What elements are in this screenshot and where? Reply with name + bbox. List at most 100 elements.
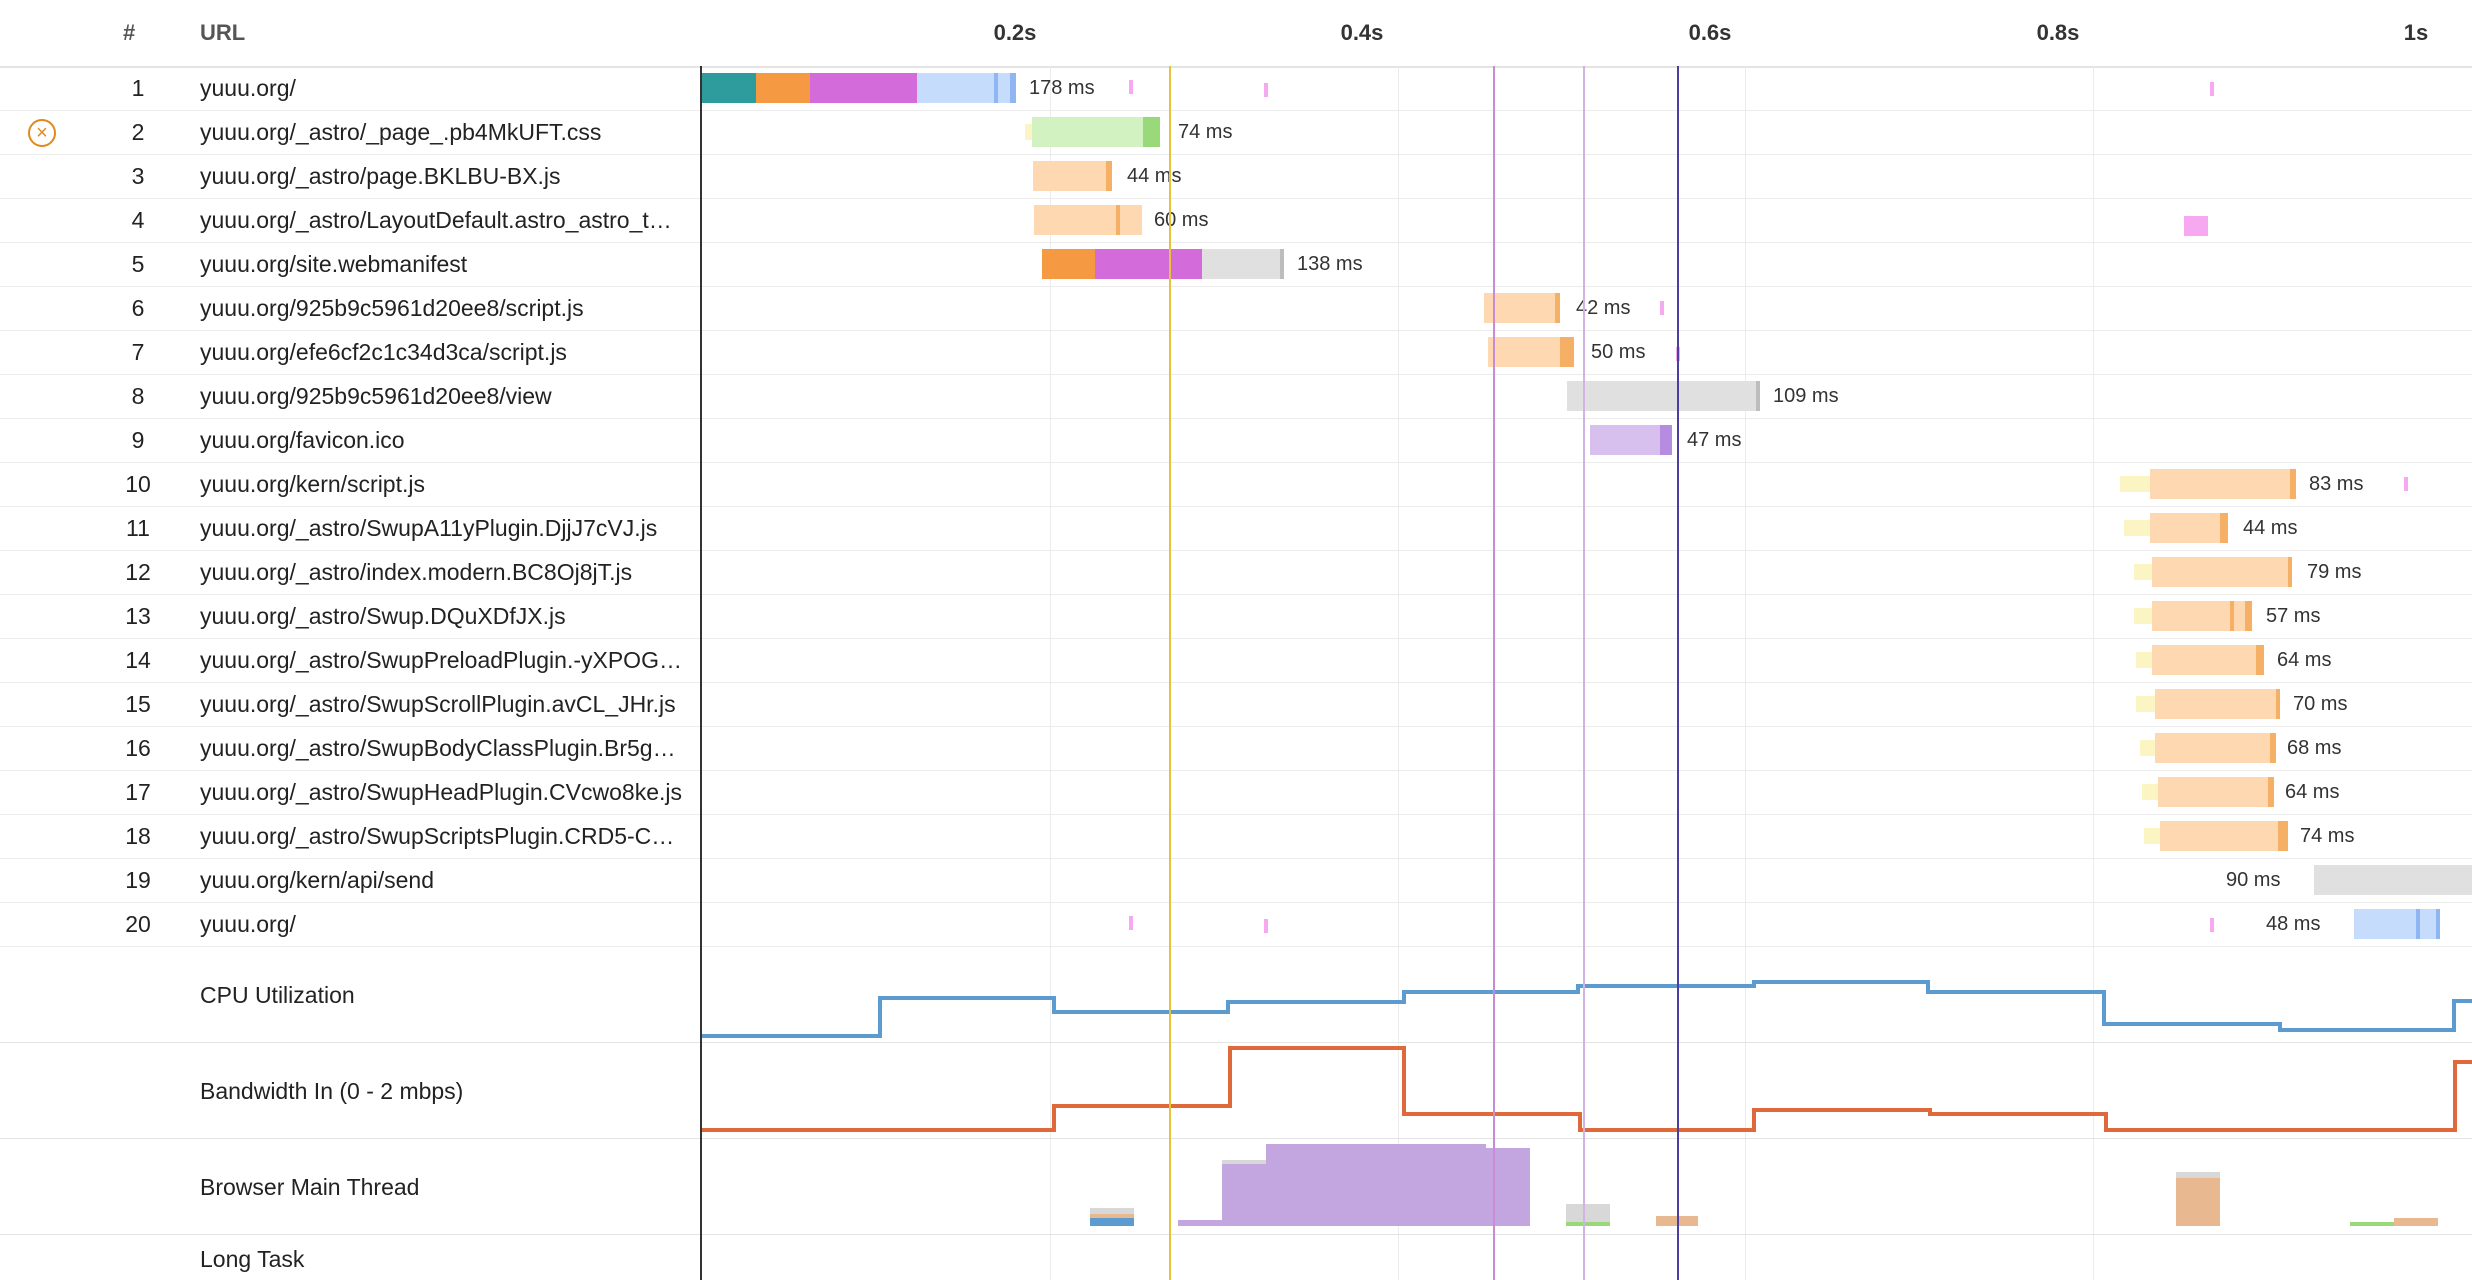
- request-url[interactable]: yuuu.org/_astro/page.BKLBU-BX.js: [200, 163, 561, 189]
- timing-segment: [994, 73, 998, 103]
- onload-line: [1677, 66, 1679, 1280]
- timing-segment: [1756, 381, 1760, 411]
- request-url[interactable]: yuuu.org/_astro/SwupA11yPlugin.DjjJ7cVJ.…: [200, 515, 658, 541]
- request-row[interactable]: 3 yuuu.org/_astro/page.BKLBU-BX.js 44 ms: [0, 154, 2472, 199]
- timeline-tick: 1s: [2403, 20, 2429, 45]
- request-row[interactable]: 14 yuuu.org/_astro/SwupPreloadPlugin.-yXP…: [0, 638, 2472, 683]
- request-url[interactable]: yuuu.org/_astro/SwupScrollPlugin.avCL_JH…: [200, 691, 676, 717]
- timing-segment: [2256, 645, 2264, 675]
- gridline: [2093, 66, 2094, 1280]
- request-duration: 50 ms: [1591, 341, 1646, 363]
- timing-segment: [2152, 645, 2256, 675]
- gridline: [1745, 66, 1746, 1280]
- request-duration: 44 ms: [1127, 165, 1182, 187]
- main-thread-layout: [1090, 1218, 1134, 1226]
- request-url[interactable]: yuuu.org/_astro/SwupHeadPlugin.CVcwo8ke.…: [200, 779, 682, 805]
- request-url[interactable]: yuuu.org/_astro/_page_.pb4MkUFT.css: [200, 119, 602, 145]
- request-url[interactable]: yuuu.org/favicon.ico: [200, 427, 405, 453]
- paint-marker: [2210, 918, 2214, 932]
- request-number: 20: [125, 911, 151, 937]
- timing-segment: [2288, 557, 2292, 587]
- timing-segment: [702, 73, 756, 103]
- request-row[interactable]: 17 yuuu.org/_astro/SwupHeadPlugin.CVcwo8k…: [0, 770, 2472, 815]
- metric-row: Bandwidth In (0 - 2 mbps): [0, 1042, 2472, 1139]
- waterfall-header: # URL 0.2s 0.4s 0.6s 0.8s 1s: [0, 0, 2472, 68]
- timing-segment: [2120, 476, 2150, 492]
- request-url[interactable]: yuuu.org/kern/script.js: [200, 471, 425, 497]
- request-number: 16: [125, 735, 151, 761]
- request-row[interactable]: 8 yuuu.org/925b9c5961d20ee8/view 109 ms: [0, 374, 2472, 419]
- timing-segment: [1143, 117, 1160, 147]
- request-row[interactable]: 1 yuuu.org/178 ms: [0, 66, 2472, 111]
- timing-segment: [2314, 865, 2472, 895]
- request-url[interactable]: yuuu.org/: [200, 911, 296, 937]
- request-row[interactable]: 6 yuuu.org/925b9c5961d20ee8/script.js 42 m…: [0, 286, 2472, 331]
- timing-segment: [810, 73, 917, 103]
- request-url[interactable]: yuuu.org/efe6cf2c1c34d3ca/script.js: [200, 339, 567, 365]
- timing-segment: [1116, 205, 1120, 235]
- timing-segment: [2354, 909, 2440, 939]
- request-url[interactable]: yuuu.org/_astro/index.modern.BC8Oj8jT.js: [200, 559, 633, 585]
- metrics-chart: [700, 980, 2472, 1226]
- timing-segment: [2136, 652, 2152, 668]
- timing-segment: [1590, 425, 1660, 455]
- timing-segment: [1560, 337, 1574, 367]
- request-duration: 79 ms: [2307, 561, 2362, 583]
- timing-segment: [1032, 117, 1143, 147]
- request-row[interactable]: 10 yuuu.org/kern/script.js 83 ms: [0, 462, 2472, 507]
- timeline-tick: 0.4s: [1340, 20, 1384, 45]
- timing-segment: [2144, 828, 2160, 844]
- request-url[interactable]: yuuu.org/_astro/Swup.DQuXDfJX.js: [200, 603, 566, 629]
- request-row[interactable]: 5 yuuu.org/site.webmanifest 138 ms: [0, 242, 2472, 287]
- request-url[interactable]: yuuu.org/_astro/LayoutDefault.astro_astr…: [200, 207, 672, 233]
- column-divider: [700, 66, 702, 1280]
- request-duration: 57 ms: [2266, 605, 2321, 627]
- gridline: [1398, 66, 1399, 1280]
- request-duration: 68 ms: [2287, 737, 2342, 759]
- request-duration: 90 ms: [2226, 869, 2281, 891]
- request-row[interactable]: 13 yuuu.org/_astro/Swup.DQuXDfJX.js 57 ms: [0, 594, 2472, 639]
- request-url[interactable]: yuuu.org/_astro/SwupScriptsPlugin.CRD5-C…: [200, 823, 675, 849]
- request-row[interactable]: 20 yuuu.org/48 ms: [0, 902, 2472, 947]
- request-url[interactable]: yuuu.org/: [200, 75, 296, 101]
- request-number: 9: [131, 427, 145, 453]
- cpu-utilization-line: [700, 980, 2472, 1038]
- request-row[interactable]: 11 yuuu.org/_astro/SwupA11yPlugin.DjjJ7cV…: [0, 506, 2472, 551]
- request-row[interactable]: 4 yuuu.org/_astro/LayoutDefault.astro_ast…: [0, 198, 2472, 243]
- timing-segment: [2124, 520, 2150, 536]
- timing-segment: [2136, 696, 2155, 712]
- request-url[interactable]: yuuu.org/site.webmanifest: [200, 251, 468, 277]
- request-url[interactable]: yuuu.org/925b9c5961d20ee8/script.js: [200, 295, 584, 321]
- request-row[interactable]: 18 yuuu.org/_astro/SwupScriptsPlugin.CRD5…: [0, 814, 2472, 859]
- request-duration: 83 ms: [2309, 473, 2364, 495]
- request-row[interactable]: × 2 yuuu.org/_astro/_page_.pb4MkUFT.css 74 …: [0, 110, 2472, 155]
- column-url-header: URL: [200, 20, 246, 45]
- timing-segment: [2150, 513, 2220, 543]
- request-duration: 64 ms: [2277, 649, 2332, 671]
- timing-segment: [2134, 608, 2152, 624]
- request-duration: 109 ms: [1773, 385, 1839, 407]
- request-row[interactable]: 9 yuuu.org/favicon.ico 47 ms: [0, 418, 2472, 463]
- request-url[interactable]: yuuu.org/925b9c5961d20ee8/view: [200, 383, 552, 409]
- request-row[interactable]: 16 yuuu.org/_astro/SwupBodyClassPlugin.Br…: [0, 726, 2472, 771]
- gridline: [1050, 66, 1051, 1280]
- request-url[interactable]: yuuu.org/_astro/SwupBodyClassPlugin.Br5g…: [200, 735, 676, 761]
- request-row[interactable]: 19 yuuu.org/kern/api/send 90 ms: [0, 858, 2472, 903]
- timing-segment: [1555, 293, 1560, 323]
- request-duration: 48 ms: [2266, 913, 2321, 935]
- request-row[interactable]: 7 yuuu.org/efe6cf2c1c34d3ca/script.js 50 m…: [0, 330, 2472, 375]
- request-url[interactable]: yuuu.org/_astro/SwupPreloadPlugin.-yXPOG…: [200, 647, 682, 673]
- request-url[interactable]: yuuu.org/kern/api/send: [200, 867, 434, 893]
- timing-segment: [2134, 564, 2152, 580]
- timing-segment: [1567, 381, 1756, 411]
- request-row[interactable]: 12 yuuu.org/_astro/index.modern.BC8Oj8jT.…: [0, 550, 2472, 595]
- request-row[interactable]: 15 yuuu.org/_astro/SwupScrollPlugin.avCL_…: [0, 682, 2472, 727]
- request-duration: 64 ms: [2285, 781, 2340, 803]
- timeline-tick: 0.8s: [2036, 20, 2080, 45]
- metric-label: Bandwidth In (0 - 2 mbps): [200, 1078, 464, 1104]
- request-number: 4: [131, 207, 145, 233]
- timing-segment: [2160, 821, 2278, 851]
- request-duration: 70 ms: [2293, 693, 2348, 715]
- timing-segment: [2290, 469, 2296, 499]
